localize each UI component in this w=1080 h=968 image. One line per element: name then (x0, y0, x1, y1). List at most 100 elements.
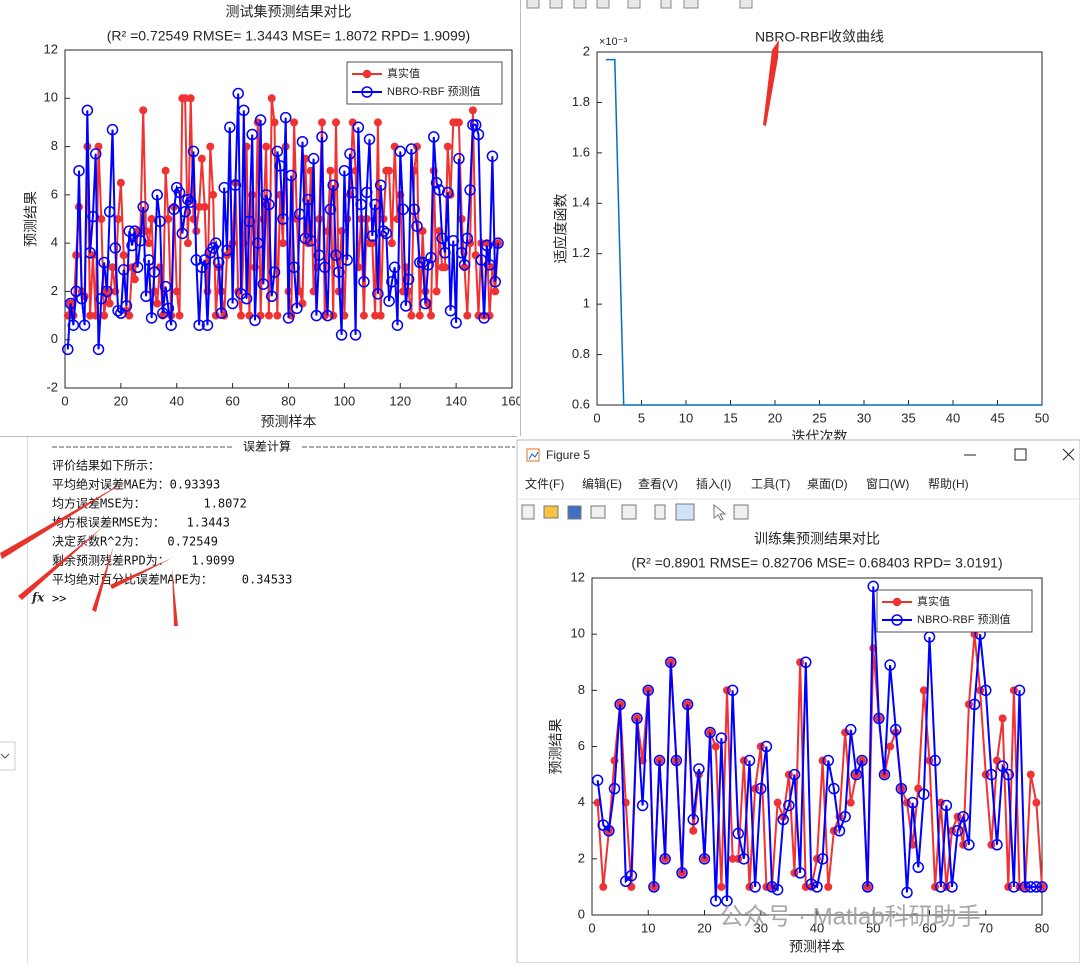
x-tick-label: 100 (334, 393, 356, 408)
menu-item[interactable]: 工具(T) (751, 477, 790, 491)
data-point (391, 143, 398, 150)
data-point (444, 143, 451, 150)
menu-item[interactable]: 文件(F) (525, 476, 564, 491)
data-point (162, 167, 169, 174)
tool-icon[interactable] (661, 0, 671, 8)
menu-item[interactable]: 编辑(E) (582, 476, 622, 491)
y-axis-label: 预测结果 (548, 719, 564, 775)
data-point (374, 119, 381, 126)
data-point (492, 288, 499, 295)
command-header: 误差计算 (243, 439, 291, 454)
tool-icon[interactable] (591, 506, 605, 518)
data-point (271, 119, 278, 126)
tool-icon[interactable] (527, 0, 539, 8)
data-point (257, 312, 264, 319)
data-point (117, 179, 124, 186)
data-point (173, 288, 180, 295)
x-tick-label: 160 (501, 393, 523, 408)
y-tick-label: 2 (578, 850, 585, 865)
tool-icon[interactable] (522, 505, 534, 519)
y-tick-label: 0.6 (572, 396, 590, 411)
data-point (825, 883, 832, 890)
data-point (377, 312, 384, 319)
data-point (201, 203, 208, 210)
data-point (455, 119, 462, 126)
command-line: 平均绝对百分比误差MAPE为： 0.34533 (52, 572, 292, 587)
data-point (279, 240, 286, 247)
y-tick-label: 4 (51, 235, 58, 250)
tool-icon[interactable] (568, 506, 581, 519)
data-point (140, 107, 147, 114)
tool-icon[interactable] (740, 0, 752, 8)
command-line: 决定系数R^2为： 0.72549 (52, 534, 218, 549)
x-tick-label: 10 (641, 920, 655, 935)
data-point (419, 228, 426, 235)
y-tick-label: 0 (51, 331, 58, 346)
prompt[interactable]: >> (52, 592, 66, 606)
data-point (847, 799, 854, 806)
y-tick-label: 8 (51, 138, 58, 153)
data-point (441, 264, 448, 271)
chart-subtitle: (R² =0.8901 RMSE= 0.82706 MSE= 0.68403 R… (631, 555, 1002, 571)
tool-icon[interactable] (597, 0, 609, 8)
x-tick-label: 40 (170, 393, 184, 408)
y-tick-label: 0 (578, 906, 585, 921)
y-tick-label: 1.6 (572, 144, 590, 159)
data-point (600, 883, 607, 890)
y-tick-label: 12 (571, 569, 585, 584)
data-point (291, 119, 298, 126)
tool-icon[interactable] (622, 505, 636, 519)
data-point (887, 743, 894, 750)
tool-icon[interactable] (676, 504, 694, 520)
menu-item[interactable]: 窗口(W) (866, 477, 909, 491)
tool-icon[interactable] (684, 0, 698, 8)
x-tick-label: 35 (901, 410, 915, 425)
data-point (416, 312, 423, 319)
menu-item[interactable]: 查看(V) (638, 477, 678, 491)
legend-label: NBRO-RBF 预测值 (917, 613, 1011, 626)
command-window: 误差计算 fx >> 评价结果如下所示：平均绝对误差MAE为：0.93393均方… (0, 436, 517, 963)
x-tick-label: 10 (679, 410, 693, 425)
menu-item[interactable]: 桌面(D) (807, 477, 848, 491)
legend-label: 真实值 (917, 594, 950, 608)
data-point (349, 119, 356, 126)
y-tick-label: 6 (51, 186, 58, 201)
window-title: Figure 5 (546, 448, 590, 462)
x-tick-label: 80 (1035, 920, 1049, 935)
x-tick-label: 60 (225, 393, 239, 408)
data-point (472, 252, 479, 259)
tool-icon[interactable] (574, 0, 586, 8)
tool-icon[interactable] (628, 0, 640, 8)
data-point (238, 312, 245, 319)
x-axis-label: 预测样本 (789, 939, 845, 955)
data-point (246, 312, 253, 319)
data-point (774, 799, 781, 806)
data-point (98, 216, 105, 223)
tool-icon[interactable] (550, 0, 562, 8)
x-tick-label: 45 (990, 410, 1004, 425)
x-tick-label: 80 (281, 393, 295, 408)
y-tick-label: 1.8 (572, 94, 590, 109)
command-line: 平均绝对误差MAE为：0.93393 (52, 477, 220, 492)
axes-box (597, 52, 1042, 405)
tool-icon[interactable] (655, 505, 665, 519)
x-tick-label: 40 (946, 410, 960, 425)
tool-icon[interactable] (544, 506, 558, 518)
data-point (101, 312, 108, 319)
y-tick-label: 6 (578, 738, 585, 753)
tool-icon[interactable] (734, 505, 748, 519)
x-tick-label: 25 (812, 410, 826, 425)
data-point (265, 312, 272, 319)
chart-title: NBRO-RBF收敛曲线 (755, 29, 884, 45)
data-point (106, 300, 113, 307)
menu-item[interactable]: 插入(I) (696, 477, 731, 491)
data-point (344, 216, 351, 223)
menu-item[interactable]: 帮助(H) (928, 477, 969, 491)
data-point (299, 300, 306, 307)
data-point (332, 119, 339, 126)
y-tick-label: 8 (578, 682, 585, 697)
legend-marker (894, 599, 901, 606)
data-point (207, 143, 214, 150)
